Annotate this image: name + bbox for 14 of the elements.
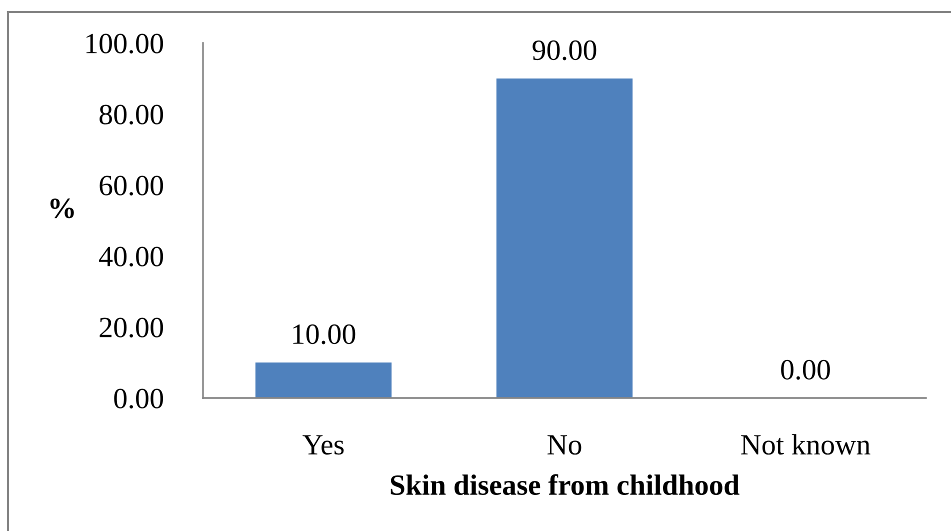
- y-axis-title: %: [50, 198, 74, 218]
- x-tick-label: No: [548, 435, 582, 455]
- data-label: 90.00: [532, 40, 596, 60]
- y-tick-label: 80.00: [100, 104, 163, 125]
- y-tick-label: 0.00: [114, 388, 163, 409]
- data-label: 10.00: [293, 324, 356, 344]
- y-tick-label: 60.00: [100, 176, 163, 196]
- y-tick-label: 100.00: [86, 34, 163, 54]
- data-label: 0.00: [781, 360, 830, 380]
- x-tick-label: Yes: [302, 435, 344, 455]
- x-axis-title: Skin disease from childhood: [390, 474, 740, 495]
- y-tick-label: 40.00: [99, 246, 163, 267]
- x-tick-label: Not known: [741, 434, 870, 455]
- y-tick-label: 20.00: [100, 318, 163, 338]
